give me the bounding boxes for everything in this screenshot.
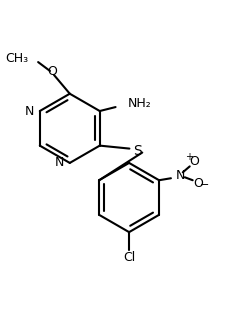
Text: +: + bbox=[185, 152, 193, 162]
Text: N: N bbox=[54, 156, 64, 169]
Text: N: N bbox=[176, 169, 185, 182]
Text: O: O bbox=[194, 177, 204, 190]
Text: −: − bbox=[200, 180, 209, 190]
Text: O: O bbox=[190, 155, 200, 168]
Text: N: N bbox=[25, 105, 34, 117]
Text: O: O bbox=[47, 65, 57, 79]
Text: CH₃: CH₃ bbox=[5, 52, 28, 64]
Text: S: S bbox=[133, 144, 142, 157]
Text: Cl: Cl bbox=[123, 251, 135, 264]
Text: NH₂: NH₂ bbox=[127, 97, 151, 110]
